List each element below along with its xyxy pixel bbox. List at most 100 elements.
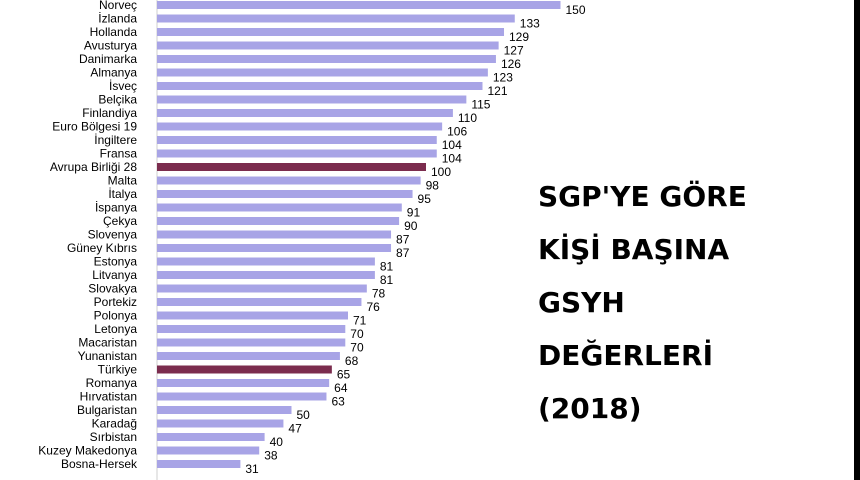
category-label: Romanya bbox=[86, 376, 138, 390]
category-label: Çekya bbox=[103, 214, 137, 228]
bar bbox=[157, 14, 515, 23]
value-label: 87 bbox=[396, 233, 410, 247]
bar bbox=[157, 109, 453, 117]
value-label: 121 bbox=[487, 84, 507, 98]
category-label: Sırbistan bbox=[90, 430, 137, 444]
value-label: 106 bbox=[447, 125, 467, 139]
category-label: Danimarka bbox=[79, 52, 137, 66]
category-label: Bosna-Hersek bbox=[61, 457, 138, 471]
bar bbox=[157, 460, 241, 468]
category-label: Yunanistan bbox=[78, 349, 137, 363]
value-label: 104 bbox=[442, 152, 462, 166]
value-label: 115 bbox=[471, 98, 490, 112]
value-label: 81 bbox=[380, 260, 394, 274]
bar bbox=[157, 28, 505, 36]
value-label: 40 bbox=[270, 435, 284, 449]
title-line-3: GSYH bbox=[538, 286, 625, 319]
category-label: Hırvatistan bbox=[80, 390, 137, 404]
bar bbox=[157, 1, 561, 9]
value-label: 133 bbox=[520, 17, 540, 31]
bar bbox=[157, 433, 265, 441]
bar bbox=[157, 338, 346, 347]
title-line-2: KİŞİ BAŞINA bbox=[538, 233, 730, 266]
bar bbox=[157, 365, 332, 374]
bar bbox=[157, 230, 392, 239]
category-label: Hollanda bbox=[90, 25, 138, 39]
category-label: Bulgaristan bbox=[77, 403, 137, 417]
category-label: Norveç bbox=[99, 0, 137, 12]
bar bbox=[157, 163, 426, 171]
category-label: Güney Kıbrıs bbox=[67, 241, 137, 255]
bar bbox=[157, 190, 413, 198]
category-label: Portekiz bbox=[94, 295, 137, 309]
value-label: 63 bbox=[331, 395, 345, 409]
category-label: Euro Bölgesi 19 bbox=[52, 120, 137, 134]
category-label: Belçika bbox=[98, 93, 137, 107]
bar bbox=[157, 244, 392, 252]
value-label: 123 bbox=[493, 71, 513, 85]
bar bbox=[157, 82, 483, 90]
category-label: Almanya bbox=[90, 66, 137, 80]
bar bbox=[157, 55, 496, 63]
value-label: 110 bbox=[458, 111, 477, 125]
category-label: Fransa bbox=[100, 147, 138, 161]
value-label: 50 bbox=[297, 408, 311, 422]
title-line-5: (2018) bbox=[538, 392, 642, 425]
category-label: Türkiye bbox=[98, 363, 138, 377]
category-label: Avrupa Birliği 28 bbox=[50, 160, 137, 174]
bar bbox=[157, 352, 340, 360]
bar bbox=[157, 95, 467, 104]
value-label: 90 bbox=[404, 219, 418, 233]
bar bbox=[157, 257, 375, 266]
value-label: 47 bbox=[288, 422, 302, 436]
value-label: 100 bbox=[431, 165, 451, 179]
value-label: 81 bbox=[380, 273, 394, 287]
bar bbox=[157, 68, 488, 77]
category-label: İngiltere bbox=[94, 133, 137, 147]
bar bbox=[157, 325, 346, 333]
category-label: Litvanya bbox=[92, 268, 137, 282]
value-label: 126 bbox=[501, 57, 521, 71]
value-label: 95 bbox=[418, 192, 432, 206]
value-label: 71 bbox=[353, 314, 367, 328]
category-label: Karadağ bbox=[92, 417, 137, 431]
bar bbox=[157, 284, 367, 293]
value-label: 129 bbox=[509, 30, 529, 44]
value-label: 31 bbox=[245, 462, 259, 476]
bar bbox=[157, 419, 284, 428]
category-label: Finlandiya bbox=[82, 106, 137, 120]
value-label: 150 bbox=[566, 3, 586, 17]
value-label: 76 bbox=[366, 300, 380, 314]
bar bbox=[157, 149, 437, 158]
category-label: Malta bbox=[108, 174, 138, 188]
value-label: 104 bbox=[442, 138, 462, 152]
bar bbox=[157, 406, 292, 414]
category-label: Estonya bbox=[94, 255, 138, 269]
bar bbox=[157, 122, 443, 131]
value-label: 127 bbox=[504, 44, 524, 58]
category-label: Kuzey Makedonya bbox=[38, 444, 137, 458]
bar bbox=[157, 217, 400, 225]
value-label: 68 bbox=[345, 354, 359, 368]
bar bbox=[157, 446, 260, 455]
bar bbox=[157, 379, 330, 387]
bar bbox=[157, 311, 348, 320]
category-label: Avusturya bbox=[84, 39, 137, 53]
category-label: Macaristan bbox=[78, 336, 137, 350]
category-label: İtalya bbox=[108, 187, 137, 201]
value-label: 91 bbox=[407, 206, 421, 220]
bar bbox=[157, 271, 375, 279]
title-line-1: SGP'YE GÖRE bbox=[538, 180, 747, 213]
bar bbox=[157, 41, 499, 50]
value-label: 64 bbox=[334, 381, 348, 395]
value-label: 38 bbox=[264, 449, 278, 463]
value-label: 78 bbox=[372, 287, 386, 301]
bar bbox=[157, 203, 402, 212]
category-label: Slovakya bbox=[88, 282, 137, 296]
category-label: İspanya bbox=[95, 201, 137, 215]
chart-title: SGP'YE GÖRE KİŞİ BAŞINA GSYH DEĞERLERİ (… bbox=[538, 170, 838, 435]
bar bbox=[157, 392, 327, 401]
bar bbox=[157, 298, 362, 306]
